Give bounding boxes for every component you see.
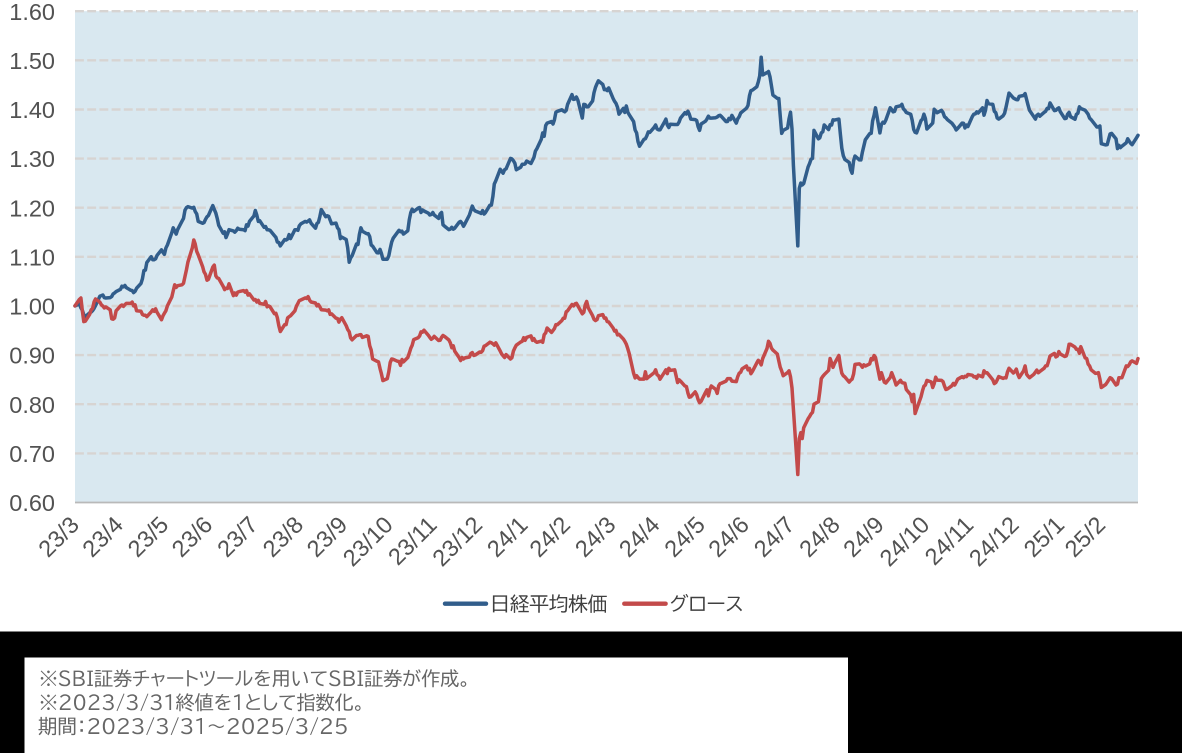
svg-text:1.00: 1.00 — [9, 294, 55, 320]
svg-text:0.90: 0.90 — [9, 343, 55, 369]
svg-text:1.30: 1.30 — [9, 146, 55, 172]
svg-text:0.70: 0.70 — [9, 441, 55, 467]
svg-text:1.40: 1.40 — [9, 97, 55, 123]
svg-text:1.20: 1.20 — [9, 195, 55, 221]
svg-text:0.80: 0.80 — [9, 392, 55, 418]
svg-text:0.60: 0.60 — [9, 490, 55, 516]
svg-text:1.10: 1.10 — [9, 244, 55, 270]
svg-text:1.60: 1.60 — [9, 0, 55, 25]
svg-text:1.50: 1.50 — [9, 48, 55, 74]
